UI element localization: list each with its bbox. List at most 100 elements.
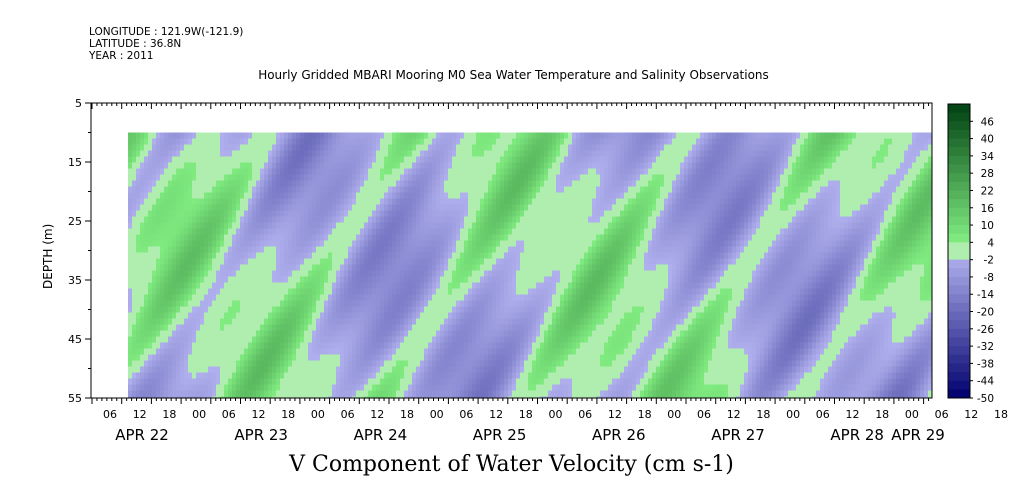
heatmap-cell	[528, 180, 533, 187]
heatmap-cell	[200, 276, 205, 283]
heatmap-cell	[220, 252, 225, 259]
heatmap-cell	[488, 342, 493, 349]
heatmap-cell	[164, 258, 169, 265]
heatmap-cell	[440, 354, 445, 361]
heatmap-cell	[408, 186, 413, 193]
heatmap-cell	[184, 204, 189, 211]
heatmap-cell	[524, 252, 529, 259]
heatmap-cell	[268, 330, 273, 337]
heatmap-cell	[368, 342, 373, 349]
heatmap-cell	[168, 204, 173, 211]
heatmap-cell	[384, 330, 389, 337]
heatmap-cell	[128, 228, 133, 235]
heatmap-cell	[396, 312, 401, 319]
heatmap-cell	[224, 204, 229, 211]
heatmap-cell	[132, 174, 137, 181]
heatmap-cell	[160, 240, 165, 247]
heatmap-cell	[376, 300, 381, 307]
heatmap-cell	[424, 336, 429, 343]
heatmap-cell	[164, 342, 169, 349]
heatmap-cell	[368, 282, 373, 289]
heatmap-cell	[368, 390, 373, 397]
heatmap-cell	[284, 186, 289, 193]
heatmap-cell	[268, 372, 273, 379]
heatmap-cell	[420, 354, 425, 361]
heatmap-cell	[204, 384, 209, 391]
heatmap-cell	[140, 258, 145, 265]
heatmap-cell	[308, 240, 313, 247]
heatmap-cell	[416, 390, 421, 397]
heatmap-cell	[408, 354, 413, 361]
heatmap-cell	[292, 282, 297, 289]
heatmap-cell	[236, 300, 241, 307]
heatmap-cell	[172, 306, 177, 313]
heatmap-cell	[260, 348, 265, 355]
heatmap-cell	[348, 384, 353, 391]
heatmap-cell	[348, 342, 353, 349]
heatmap-cell	[456, 378, 461, 385]
heatmap-cell	[232, 306, 237, 313]
heatmap-cell	[324, 330, 329, 337]
heatmap-cell	[524, 300, 529, 307]
heatmap-cell	[432, 192, 437, 199]
heatmap-cell	[212, 330, 217, 337]
heatmap-cell	[364, 306, 369, 313]
heatmap-cell	[232, 390, 237, 397]
heatmap-cell	[128, 294, 133, 301]
heatmap-cell	[472, 174, 477, 181]
heatmap-cell	[468, 264, 473, 271]
heatmap-cell	[352, 372, 357, 379]
heatmap-cell	[328, 312, 333, 319]
heatmap-cell	[136, 180, 141, 187]
heatmap-cell	[540, 378, 545, 385]
heatmap-cell	[524, 276, 529, 283]
heatmap-cell	[184, 210, 189, 217]
heatmap-cell	[128, 180, 133, 187]
heatmap-cell	[448, 234, 453, 241]
heatmap-cell	[336, 312, 341, 319]
heatmap-cell	[428, 222, 433, 229]
heatmap-cell	[480, 342, 485, 349]
heatmap-cell	[196, 294, 201, 301]
heatmap-cell	[392, 180, 397, 187]
heatmap-cell	[240, 246, 245, 253]
heatmap-cell	[220, 372, 225, 379]
heatmap-cell	[192, 324, 197, 331]
heatmap-cell	[128, 384, 133, 391]
heatmap-cell	[404, 162, 409, 169]
heatmap-cell	[440, 336, 445, 343]
heatmap-cell	[232, 192, 237, 199]
heatmap-cell	[460, 246, 465, 253]
heatmap-cell	[304, 384, 309, 391]
heatmap-cell	[356, 354, 361, 361]
heatmap-cell	[244, 132, 249, 139]
heatmap-cell	[136, 132, 141, 139]
heatmap-cell	[180, 258, 185, 265]
heatmap-cell	[504, 330, 509, 337]
heatmap-cell	[368, 372, 373, 379]
heatmap-cell	[436, 246, 441, 253]
heatmap-cell	[568, 372, 573, 379]
heatmap-cell	[264, 276, 269, 283]
heatmap-cell	[548, 162, 553, 169]
heatmap-cell	[136, 378, 141, 385]
heatmap-cell	[248, 336, 253, 343]
heatmap-cell	[176, 366, 181, 373]
heatmap-cell	[524, 384, 529, 391]
heatmap-cell	[428, 246, 433, 253]
heatmap-cell	[156, 210, 161, 217]
heatmap-cell	[228, 216, 233, 223]
heatmap-cell	[488, 336, 493, 343]
heatmap-cell	[460, 282, 465, 289]
heatmap-cell	[432, 324, 437, 331]
heatmap-cell	[184, 282, 189, 289]
heatmap-cell	[260, 342, 265, 349]
heatmap-cell	[472, 294, 477, 301]
heatmap-cell	[272, 312, 277, 319]
heatmap-cell	[136, 324, 141, 331]
heatmap-cell	[272, 156, 277, 163]
heatmap-cell	[400, 168, 405, 175]
heatmap-cell	[420, 180, 425, 187]
heatmap-cell	[304, 336, 309, 343]
heatmap-cell	[232, 210, 237, 217]
